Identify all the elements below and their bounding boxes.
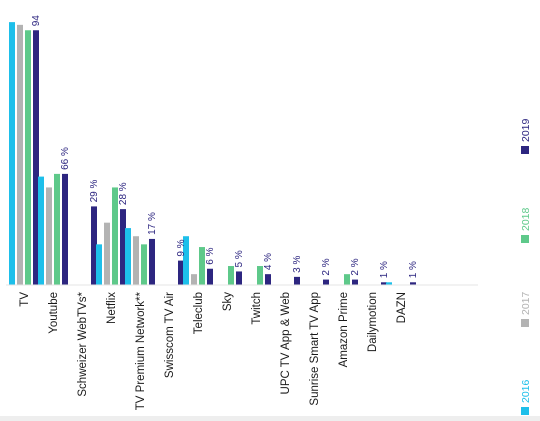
value-label-youtube: 66 %	[60, 147, 71, 170]
bar-dazn-2019	[410, 282, 416, 285]
legend-label-2016: 2016	[520, 379, 532, 403]
category-labels-group: TV Youtube Schweizer WebTVs* Netflix TV Prem…	[19, 291, 408, 410]
category-label-tv-premium-network: TV Premium Network**	[135, 291, 147, 410]
footer-strip	[0, 416, 540, 421]
value-label-twitch: 4 %	[263, 253, 274, 270]
category-label-swisscom-tv-air: Swisscom TV Air	[164, 292, 176, 378]
bar-sky-2018	[228, 266, 234, 285]
category-label-dailymotion: Dailymotion	[367, 292, 379, 352]
bar-dazn-2016	[386, 282, 392, 285]
bar-tv-premium-network-2017	[133, 236, 139, 285]
legend: 2016 2017 2018 2019	[520, 118, 532, 415]
bar-teleclub-2016	[183, 236, 189, 285]
bar-youtube-2018	[54, 173, 60, 285]
legend-label-2017: 2017	[520, 291, 532, 315]
value-label-upc-tv-app-web: 3 %	[292, 256, 303, 273]
bar-tv-2016	[9, 22, 15, 285]
bar-teleclub-2019	[207, 268, 213, 285]
category-label-twitch: Twitch	[251, 292, 263, 325]
bar-youtube-2019	[62, 173, 68, 285]
bar-tv-2017	[17, 24, 23, 286]
bar-teleclub-2017	[191, 274, 197, 285]
value-label-teleclub: 6 %	[205, 247, 216, 264]
bar-teleclub-2018	[199, 247, 205, 285]
category-label-schweizer-webtvs: Schweizer WebTVs*	[77, 291, 89, 396]
bar-upc-tv-app-web-2019	[294, 276, 300, 285]
legend-swatch-2019	[521, 146, 529, 154]
bar-netflix-2016	[96, 244, 102, 285]
bar-netflix-2017	[104, 222, 110, 285]
value-labels-group: 94 66 % 29 % 28 % 17 % 9 % 6 % 5 % 4 % 3 % 2 % 2 % 1…	[31, 15, 419, 279]
value-label-sunrise-smart-tv-app: 2 %	[321, 258, 332, 275]
bar-youtube-2016	[38, 176, 44, 285]
value-label-tv: 94	[31, 15, 42, 27]
bar-netflix-2019	[120, 209, 126, 285]
category-label-tv: TV	[19, 292, 31, 307]
category-label-netflix: Netflix	[106, 292, 118, 324]
bar-tv-2018	[25, 30, 31, 286]
bar-twitch-2019	[265, 274, 271, 285]
value-label-netflix: 28 %	[118, 182, 129, 205]
category-label-upc-tv-app-web: UPC TV App & Web	[280, 292, 292, 394]
value-label-dailymotion: 1 %	[379, 261, 390, 278]
bar-tv-2019	[33, 30, 39, 286]
category-label-youtube: Youtube	[48, 292, 60, 334]
category-label-sunrise-smart-tv-app: Sunrise Smart TV App	[309, 292, 321, 406]
category-label-dazn: DAZN	[396, 292, 408, 323]
bar-amazon-prime-2019	[352, 279, 358, 285]
value-label-sky: 5 %	[234, 250, 245, 267]
bar-youtube-2017	[46, 187, 52, 285]
legend-swatch-2018	[521, 235, 529, 243]
bar-swisscom-tv-air-2019	[178, 260, 184, 285]
bar-dailymotion-2019	[381, 282, 387, 285]
bar-amazon-prime-2018	[344, 274, 350, 285]
bar-sky-2019	[236, 271, 242, 285]
value-label-schweizer-webtvs: 29 %	[89, 180, 100, 203]
legend-swatch-2017	[521, 319, 529, 327]
bar-tv-premium-network-2016	[125, 228, 131, 285]
legend-label-2018: 2018	[520, 207, 532, 231]
bar-sunrise-smart-tv-app-2019	[323, 279, 329, 285]
legend-swatch-2016	[521, 407, 529, 415]
bar-tv-premium-network-2018	[141, 244, 147, 285]
bars-group	[9, 22, 416, 286]
value-label-tv-premium-network: 17 %	[147, 212, 158, 235]
category-label-sky: Sky	[222, 292, 234, 311]
bar-tv-premium-network-2019	[149, 238, 155, 285]
category-label-amazon-prime: Amazon Prime	[338, 292, 350, 367]
bar-twitch-2018	[257, 266, 263, 285]
category-label-teleclub: Teleclub	[193, 292, 205, 334]
value-label-swisscom-tv-air: 9 %	[176, 239, 187, 256]
value-label-amazon-prime: 2 %	[350, 258, 361, 275]
legend-label-2019: 2019	[520, 118, 532, 142]
bar-netflix-2018	[112, 187, 118, 285]
value-label-dazn: 1 %	[408, 261, 419, 278]
bar-schweizer-webtvs-2019	[91, 206, 97, 285]
